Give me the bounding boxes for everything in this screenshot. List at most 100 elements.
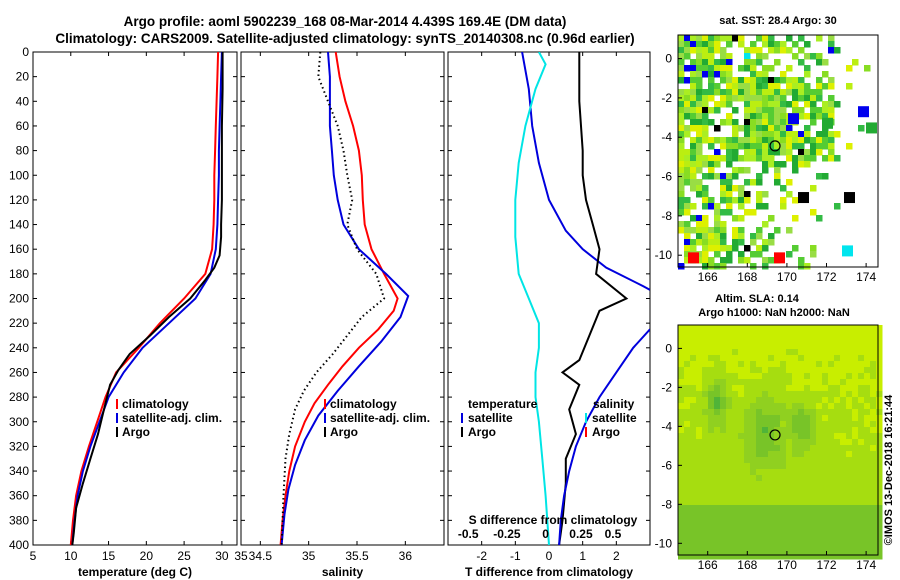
sla-cell — [852, 439, 859, 446]
sla-cell — [792, 409, 799, 416]
sla-cell — [714, 511, 721, 518]
sst-cell — [768, 77, 775, 84]
sla-cell — [750, 469, 757, 476]
sst-cell — [696, 137, 703, 144]
sst-cell — [810, 185, 817, 192]
sla-cell — [834, 523, 841, 530]
sla-cell — [834, 337, 841, 344]
sst-cell — [678, 65, 685, 72]
sst-cell — [726, 95, 733, 102]
sst-cell — [852, 59, 859, 66]
sst-cell — [786, 101, 793, 108]
sla-cell — [840, 337, 847, 344]
sla-cell — [798, 421, 805, 428]
sla-cell — [744, 325, 751, 332]
sst-cell — [810, 155, 817, 162]
sst-cell — [792, 137, 799, 144]
sst-cell — [798, 149, 805, 156]
sla-cell — [684, 481, 691, 488]
sla-cell — [726, 343, 733, 350]
sla-cell — [864, 541, 871, 548]
sla-cell — [690, 457, 697, 464]
sla-cell — [792, 355, 799, 362]
sla-cell — [810, 331, 817, 338]
sst-cell — [756, 251, 763, 258]
sst-cell — [678, 179, 685, 186]
sst-block — [774, 252, 785, 264]
sla-cell — [720, 427, 727, 434]
sla-cell — [804, 481, 811, 488]
sla-cell — [786, 553, 793, 560]
sla-cell — [690, 415, 697, 422]
sla-cell — [744, 361, 751, 368]
sla-cell — [768, 475, 775, 482]
sla-cell — [726, 475, 733, 482]
sla-cell — [684, 427, 691, 434]
sla-cell — [738, 373, 745, 380]
sst-cell — [744, 155, 751, 162]
sla-cell — [756, 523, 763, 530]
sla-cell — [708, 445, 715, 452]
sst-cell — [714, 245, 721, 252]
sla-cell — [876, 469, 883, 476]
sla-cell — [792, 379, 799, 386]
sst-cell — [708, 77, 715, 84]
sst-cell — [678, 227, 685, 234]
sla-cell — [870, 343, 877, 350]
sst-cell — [720, 239, 727, 246]
salinity-series-satellite-adj-clim- — [280, 52, 410, 545]
sst-cell — [750, 131, 757, 138]
sst-xtick-label: 166 — [698, 270, 718, 284]
sla-cell — [756, 421, 763, 428]
sla-cell — [798, 445, 805, 452]
diff-legend-left-title: temperature — [468, 397, 538, 411]
sla-cell — [732, 547, 739, 554]
sla-cell — [696, 415, 703, 422]
sla-cell — [804, 445, 811, 452]
sst-cell — [762, 149, 769, 156]
sla-cell — [720, 457, 727, 464]
sst-cell — [732, 131, 739, 138]
sla-cell — [846, 535, 853, 542]
sla-cell — [876, 421, 883, 428]
sla-cell — [726, 439, 733, 446]
sla-cell — [774, 433, 781, 440]
sla-cell — [744, 487, 751, 494]
sla-cell — [696, 373, 703, 380]
salinity-series-argo — [280, 52, 386, 545]
sla-cell — [708, 451, 715, 458]
sla-cell — [702, 535, 709, 542]
sla-cell — [720, 445, 727, 452]
sla-cell — [768, 493, 775, 500]
sla-cell — [840, 391, 847, 398]
sla-cell — [870, 457, 877, 464]
sst-ytick-label: -6 — [661, 170, 672, 184]
sla-cell — [780, 331, 787, 338]
sla-cell — [852, 499, 859, 506]
sst-cell — [810, 119, 817, 126]
sst-cell — [786, 35, 793, 42]
sst-cell — [804, 263, 811, 270]
sla-cell — [714, 505, 721, 512]
sst-cell — [738, 89, 745, 96]
sla-cell — [834, 361, 841, 368]
sst-cell — [816, 107, 823, 114]
sla-cell — [792, 415, 799, 422]
sla-cell — [840, 511, 847, 518]
sla-cell — [702, 481, 709, 488]
sst-cell — [756, 35, 763, 42]
sst-cell — [690, 59, 697, 66]
sst-cell — [828, 47, 835, 54]
sst-cell — [744, 197, 751, 204]
sla-cell — [798, 403, 805, 410]
sst-cell — [750, 125, 757, 132]
sla-cell — [840, 523, 847, 530]
sla-cell — [864, 349, 871, 356]
sla-cell — [678, 343, 685, 350]
sla-cell — [690, 487, 697, 494]
sla-cell — [870, 487, 877, 494]
sla-cell — [810, 403, 817, 410]
temperature-xtick-label: 30 — [215, 549, 229, 563]
sla-cell — [732, 379, 739, 386]
